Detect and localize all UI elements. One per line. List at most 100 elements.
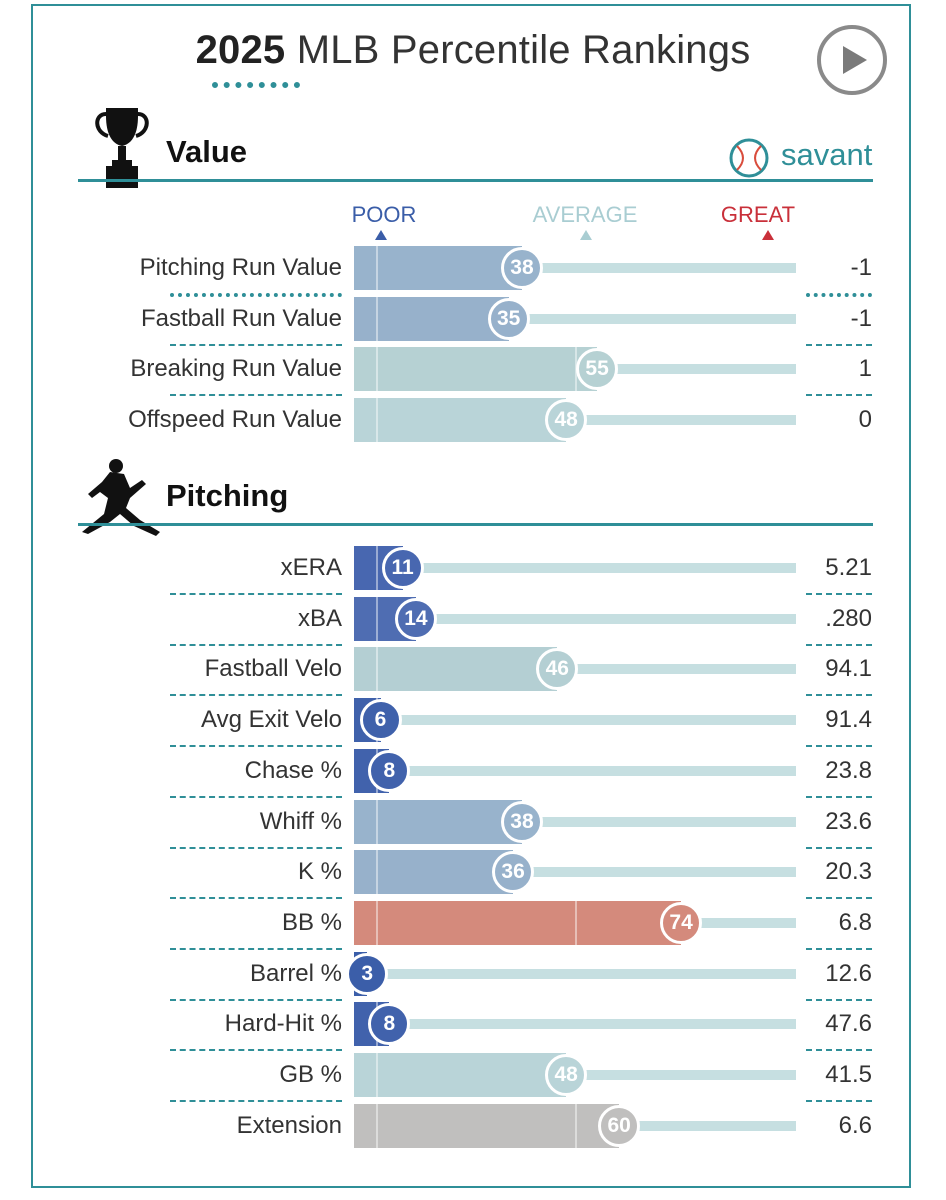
- row-separator-right: [806, 593, 872, 595]
- percentile-circle: 48: [545, 1054, 588, 1096]
- row-separator-left: [170, 1049, 342, 1052]
- reference-line: [376, 546, 379, 590]
- percentile-circle: 36: [492, 851, 535, 894]
- section-title-pitching: Pitching: [166, 478, 289, 513]
- row-separator-right: [806, 795, 872, 798]
- reference-line: [376, 296, 379, 341]
- metric-value: 47.6: [825, 1010, 872, 1038]
- metric-label: BB %: [281, 908, 342, 936]
- row-separator-left: [170, 998, 342, 1001]
- row-separator-right: [806, 394, 872, 397]
- percentile-bar: [354, 347, 598, 392]
- bar-track: [354, 613, 796, 624]
- bar-track: [354, 263, 796, 273]
- metric-value: 41.5: [825, 1061, 872, 1088]
- scale-average-marker: [580, 230, 592, 240]
- metric-label: Avg Exit Velo: [201, 706, 342, 734]
- bar-track: [354, 563, 796, 573]
- scale-poor-marker: [375, 230, 387, 240]
- percentile-bar: [354, 1103, 620, 1148]
- reference-line: [376, 647, 379, 692]
- metric-value: 1: [858, 355, 872, 383]
- metric-value: 12.6: [825, 959, 872, 987]
- percentile-circle: 8: [368, 1003, 411, 1046]
- bar-track: [354, 715, 796, 726]
- percentile-circle: 60: [598, 1104, 641, 1147]
- play-icon: [843, 46, 867, 74]
- scale-great-marker: [762, 230, 774, 240]
- percentile-circle: 74: [660, 901, 703, 944]
- metric-label: xBA: [297, 604, 342, 632]
- row-separator-right: [806, 694, 872, 697]
- percentile-circle: 11: [381, 547, 424, 589]
- play-button[interactable]: [816, 24, 888, 96]
- value-section-rule: [78, 179, 873, 182]
- bar-track: [354, 968, 796, 979]
- pitching-section-rule: [78, 523, 873, 526]
- row-separator-right: [806, 293, 872, 297]
- percentile-circle: 46: [536, 648, 579, 691]
- reference-line: [376, 596, 379, 641]
- percentile-bar: [354, 900, 682, 945]
- metric-label: Barrel %: [249, 959, 342, 987]
- metric-value: .280: [825, 604, 872, 632]
- row-separator-right: [806, 1100, 872, 1102]
- metric-label: Pitching Run Value: [139, 254, 342, 281]
- row-separator-left: [170, 947, 342, 950]
- row-separator-left: [170, 643, 342, 646]
- pitcher-icon: [82, 459, 160, 536]
- row-separator-right: [806, 897, 872, 900]
- row-separator-right: [806, 846, 872, 849]
- percentile-bar: [354, 398, 567, 443]
- percentile-circle: 8: [368, 749, 411, 792]
- savant-baseball-icon: [729, 138, 769, 178]
- reference-line: [376, 799, 379, 844]
- reference-line: [376, 398, 379, 443]
- reference-line: [376, 900, 379, 945]
- row-separator-left: [170, 1100, 342, 1102]
- metric-label: Hard-Hit %: [224, 1010, 342, 1038]
- scale-poor-label: POOR: [351, 202, 417, 227]
- row-separator-left: [170, 745, 342, 748]
- metric-value: 23.8: [825, 756, 872, 784]
- metric-label: K %: [297, 858, 342, 886]
- metric-value: 6.8: [838, 908, 872, 936]
- percentile-circle: 38: [500, 247, 543, 289]
- trophy-icon: [95, 108, 149, 188]
- reference-line: [575, 1103, 577, 1148]
- reference-line: [376, 347, 379, 392]
- row-separator-left: [170, 343, 342, 346]
- percentile-circle: 38: [500, 800, 543, 843]
- row-separator-right: [806, 1049, 872, 1052]
- metric-label: Fastball Run Value: [141, 304, 342, 332]
- row-separator-left: [170, 394, 342, 397]
- bar-track: [354, 816, 796, 827]
- card-frame: [31, 4, 911, 1188]
- scale-great-label: GREAT: [720, 202, 796, 227]
- percentile-circle: 6: [359, 699, 402, 742]
- reference-line: [376, 246, 379, 290]
- reference-line: [376, 1103, 379, 1148]
- metric-label: Chase %: [244, 756, 342, 784]
- metric-value: -1: [850, 254, 872, 281]
- percentile-bar: [354, 296, 509, 341]
- percentile-circle: 14: [394, 597, 437, 640]
- page-title: 2025 MLB Percentile Rankings: [0, 28, 946, 73]
- row-separator-right: [806, 998, 872, 1001]
- metric-label: xERA: [280, 554, 342, 581]
- percentile-bar: [354, 246, 522, 290]
- savant-logo-text: savant: [781, 137, 873, 172]
- percentile-bar: [354, 799, 522, 844]
- play-button-ring: [817, 25, 887, 95]
- row-separator-left: [170, 795, 342, 798]
- metric-label: Extension: [236, 1111, 342, 1139]
- metric-label: Breaking Run Value: [130, 355, 342, 383]
- scale-average-label: AVERAGE: [532, 202, 638, 227]
- reference-line: [575, 900, 577, 945]
- percentile-bar: [354, 1053, 567, 1097]
- metric-value: 94.1: [825, 655, 872, 683]
- row-separator-left: [170, 593, 342, 595]
- metric-value: 91.4: [825, 706, 872, 734]
- reference-line: [575, 347, 577, 392]
- metric-value: 20.3: [825, 858, 872, 886]
